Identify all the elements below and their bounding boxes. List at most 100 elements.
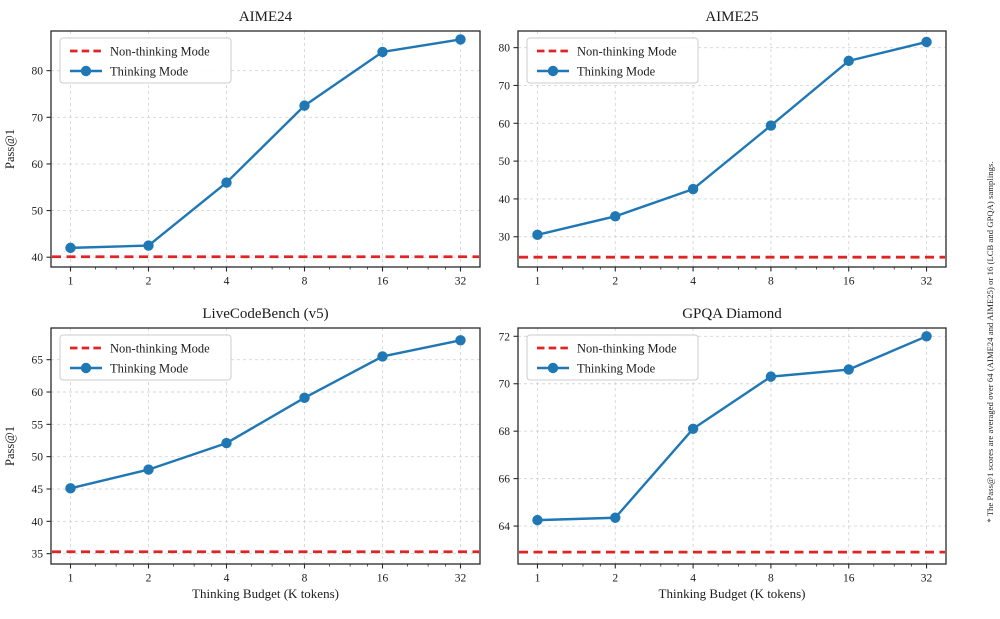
y-tick-label: 60 [499,118,511,130]
data-point [687,183,699,195]
data-point [299,100,310,111]
chart-title: AIME25 [705,9,758,25]
y-tick-label: 30 [499,232,511,244]
x-tick-label: 8 [768,276,774,288]
plot-border [517,30,947,268]
legend-box [59,334,232,381]
data-point [532,514,543,526]
chart-aime25: 1 2 4 8 16 32 30 40 50 60 70 80 AIME25 Non-thinking M… [499,9,947,288]
legend-box [526,334,699,381]
chart-gpqa-diamond: 1 2 4 8 16 32 64 66 68 70 72 GPQA Diamond Thinking B… [499,306,947,601]
plot-border [517,327,947,565]
legend-marker-thinking [80,362,92,374]
data-point [921,36,932,48]
legend-marker-thinking [547,362,559,374]
chart-title: LiveCodeBench (v5) [202,306,328,322]
data-point [765,120,777,131]
y-tick-label: 70 [32,112,44,124]
data-point [532,229,543,241]
data-point [921,331,932,342]
legend: Non-thinking Mode Thinking Mode [526,334,699,381]
x-tick-label: 32 [921,573,933,585]
x-tick-label: 32 [921,276,933,288]
y-tick-label: 40 [499,194,511,206]
x-tick-label: 16 [377,276,389,288]
y-tick-label: 66 [499,474,511,486]
legend-marker-thinking [80,65,92,77]
data-point [455,34,466,45]
legend: Non-thinking Mode Thinking Mode [59,37,232,84]
x-tick-label: 1 [68,573,74,585]
x-tick-label: 4 [690,276,696,288]
legend: Non-thinking Mode Thinking Mode [526,37,699,84]
y-tick-label: 40 [32,252,44,264]
legend-marker-thinking [547,65,559,77]
chart-title: AIME24 [239,9,293,25]
data-point [687,423,699,435]
thinking-line [537,335,928,522]
y-tick-label: 70 [499,80,511,92]
thinking-line [70,339,461,490]
data-point [843,364,854,375]
data-point [299,392,310,404]
legend: Non-thinking Mode Thinking Mode [59,334,232,381]
x-tick-label: 16 [843,276,855,288]
x-tick-label: 16 [377,573,389,585]
plot-border [50,30,481,268]
x-axis-label: Thinking Budget (K tokens) [192,586,339,601]
y-tick-label: 64 [499,521,511,533]
y-tick-label: 35 [32,549,44,561]
legend-label-thinking: Thinking Mode [577,65,656,79]
x-axis-label: Thinking Budget (K tokens) [659,586,806,601]
legend-label-non-thinking: Non-thinking Mode [577,342,677,356]
y-tick-label: 68 [499,426,511,438]
y-tick-label: 70 [499,379,511,391]
x-tick-label: 8 [768,573,774,585]
y-tick-label: 50 [499,156,511,168]
y-tick-label: 55 [32,419,44,431]
x-tick-label: 1 [68,276,74,288]
legend-box [59,37,232,84]
legend-label-non-thinking: Non-thinking Mode [110,45,210,59]
x-tick-label: 2 [612,276,618,288]
legend-box [526,37,699,84]
data-point [377,46,388,58]
x-tick-label: 4 [224,573,230,585]
footnote: * The Pass@1 scores are averaged over 64… [985,161,995,523]
legend-label-non-thinking: Non-thinking Mode [110,342,210,356]
x-tick-label: 32 [455,276,467,288]
chart-title: GPQA Diamond [682,306,782,322]
chart-livecodebench-v5: 1 2 4 8 16 32 35 40 45 50 55 60 65 LiveCodeBench (v5)… [3,306,481,601]
x-tick-label: 16 [843,573,855,585]
y-tick-label: 65 [32,355,44,367]
data-point [377,351,388,362]
x-tick-label: 32 [455,573,467,585]
y-tick-label: 80 [499,43,511,55]
data-point [65,242,76,254]
thinking-line [70,38,461,250]
data-point [610,512,621,523]
x-tick-label: 4 [690,573,696,585]
data-point [455,335,466,346]
legend-label-non-thinking: Non-thinking Mode [577,45,677,59]
y-tick-label: 60 [32,159,44,171]
y-tick-label: 50 [32,452,44,464]
x-tick-label: 4 [224,276,230,288]
data-point [221,177,232,188]
y-tick-label: 50 [32,206,44,218]
data-point [221,437,232,449]
data-point [765,371,777,382]
x-tick-label: 1 [535,276,541,288]
x-tick-label: 8 [302,573,308,585]
data-point [65,483,76,494]
y-tick-label: 45 [32,484,44,496]
x-tick-label: 2 [146,573,152,585]
plot-border [50,327,481,565]
legend-label-thinking: Thinking Mode [110,362,189,376]
data-point [610,211,621,222]
legend-label-thinking: Thinking Mode [577,362,656,376]
thinking-line [537,40,927,237]
y-tick-label: 80 [32,66,44,78]
